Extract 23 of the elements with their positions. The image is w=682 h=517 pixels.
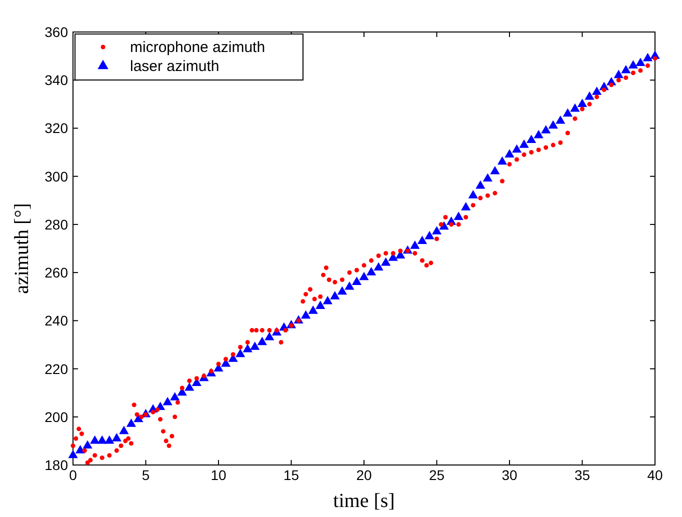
y-axis-title: azimuth [°] — [11, 203, 33, 294]
legend-label: laser azimuth — [130, 58, 220, 75]
x-tick-label: 10 — [210, 467, 226, 483]
legend-label: microphone azimuth — [130, 39, 266, 56]
y-tick-label: 200 — [44, 408, 68, 425]
x-tick-label: 25 — [428, 467, 445, 483]
x-tick-label: 5 — [142, 467, 150, 483]
x-tick-label: 0 — [69, 467, 78, 483]
y-tick-label: 320 — [44, 120, 68, 136]
x-axis-title: time [s] — [333, 490, 395, 512]
y-tick-label: 260 — [44, 264, 68, 281]
x-tick-label: 30 — [502, 467, 518, 483]
y-tick-label: 180 — [44, 457, 68, 473]
x-tick-label: 40 — [647, 467, 663, 483]
x-tick-label: 35 — [574, 467, 590, 483]
y-tick-label: 300 — [44, 168, 68, 184]
y-tick-label: 280 — [44, 216, 68, 232]
y-tick-label: 360 — [44, 24, 68, 40]
y-tick-label: 240 — [44, 312, 68, 329]
x-tick-label: 15 — [283, 467, 300, 483]
x-tick-label: 20 — [356, 467, 372, 483]
y-tick-label: 220 — [44, 360, 68, 377]
y-tick-label: 340 — [44, 72, 68, 88]
